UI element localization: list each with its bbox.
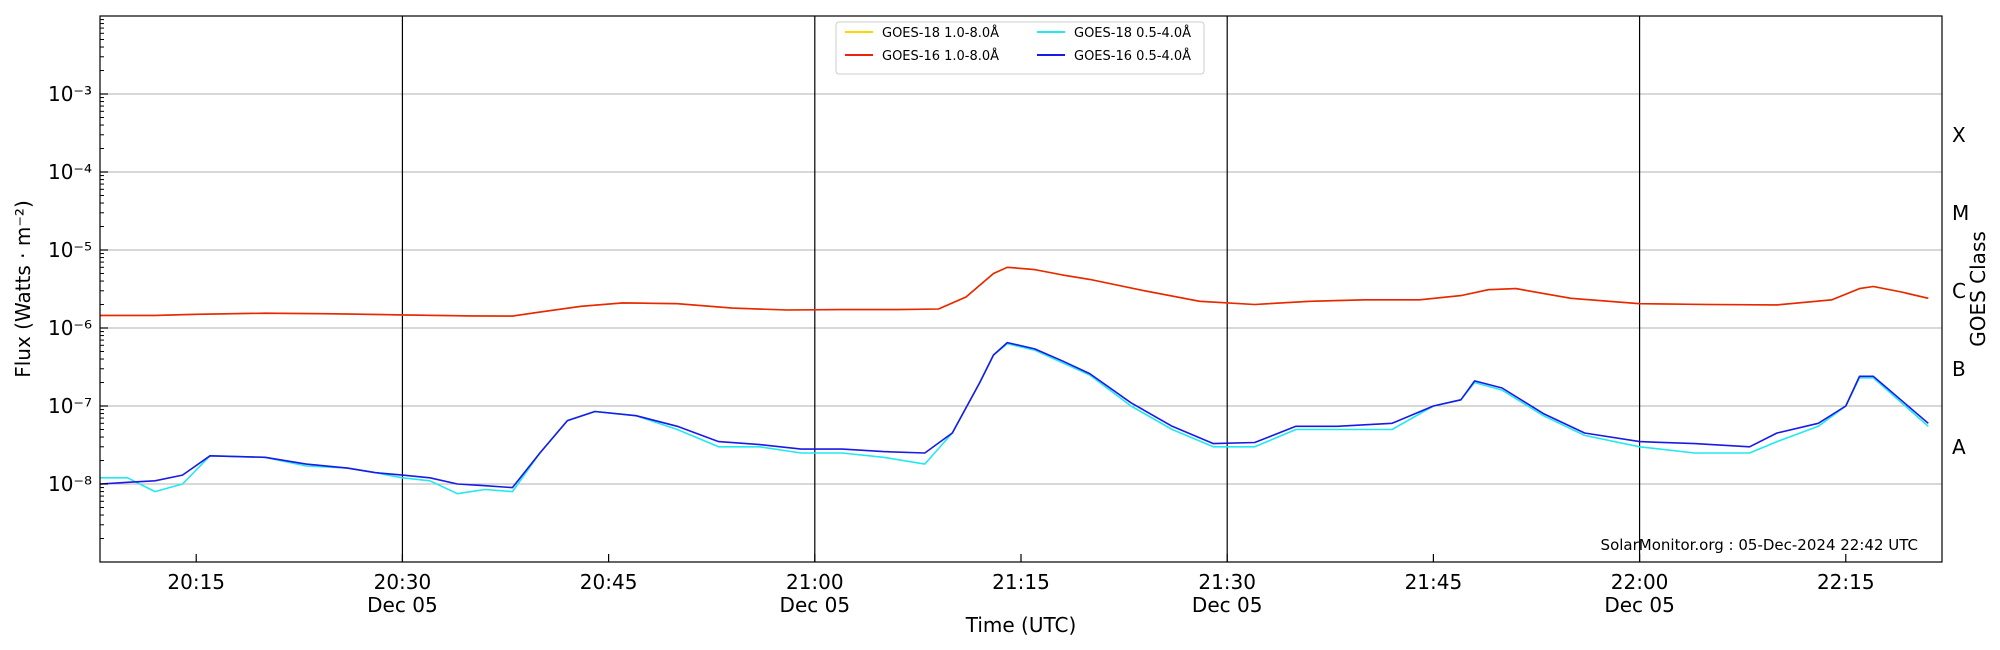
legend-label-2: GOES-18 0.5-4.0Å xyxy=(1074,25,1191,41)
y-tick-label: 10⁻⁶ xyxy=(48,316,92,340)
goes-class-A: A xyxy=(1952,435,1966,459)
series-line-1 xyxy=(100,266,1929,317)
y-tick-label: 10⁻⁴ xyxy=(48,160,92,184)
legend-label-1: GOES-16 1.0-8.0Å xyxy=(882,48,999,64)
series-line-0 xyxy=(100,266,1929,317)
x-tick-label: 20:30 xyxy=(374,570,432,594)
series-line-3 xyxy=(99,341,1929,489)
x-tick-label: 21:45 xyxy=(1405,570,1463,594)
legend-items: GOES-18 1.0-8.0Å GOES-16 1.0-8.0Å GOES-18 … xyxy=(845,25,1191,64)
goes-class-C: C xyxy=(1952,279,1966,303)
legend-box xyxy=(835,21,1205,75)
y-tick-label: 10⁻³ xyxy=(48,82,92,106)
x-tick-date-label: Dec 05 xyxy=(1192,593,1263,617)
x-axis-label: Time (UTC) xyxy=(965,613,1077,637)
x-tick-date-label: Dec 05 xyxy=(780,593,851,617)
source-annotation: SolarMonitor.org : 05-Dec-2024 22:42 UTC xyxy=(1601,536,1918,554)
x-tick-label: 20:15 xyxy=(167,570,225,594)
x-tick-label: 21:30 xyxy=(1198,570,1256,594)
legend-label-3: GOES-16 0.5-4.0Å xyxy=(1074,48,1191,64)
x-tick-label: 22:00 xyxy=(1611,570,1669,594)
x-tick-label: 21:15 xyxy=(992,570,1050,594)
goes-class-M: M xyxy=(1952,201,1969,225)
series-layer xyxy=(99,266,1929,495)
x-tick-date-label: Dec 05 xyxy=(367,593,438,617)
x-tick-label: 22:15 xyxy=(1817,570,1875,594)
goes-class-labels: A B C M X xyxy=(1952,123,1969,459)
y-tick-label: 10⁻⁷ xyxy=(48,394,92,418)
x-tick-date-label: Dec 05 xyxy=(1604,593,1675,617)
goes-class-B: B xyxy=(1952,357,1966,381)
y-tick-label: 10⁻⁵ xyxy=(48,238,92,262)
series-line-2 xyxy=(100,342,1929,495)
legend-label-0: GOES-18 1.0-8.0Å xyxy=(882,25,999,41)
grid-layer xyxy=(100,93,1942,485)
y-axis-label: Flux (Watts · m⁻²) xyxy=(11,200,35,378)
right-axis-label: GOES Class xyxy=(1966,231,1990,347)
y-axis-ticks: 10⁻⁸ 10⁻⁷ 10⁻⁶ 10⁻⁵ 10⁻⁴ 10⁻³ xyxy=(48,19,108,540)
x-tick-label: 21:00 xyxy=(786,570,844,594)
goes-class-X: X xyxy=(1952,123,1966,147)
plot-frame xyxy=(99,15,1943,563)
day-marker-lines xyxy=(401,16,1641,562)
legend: GOES-18 1.0-8.0Å GOES-16 1.0-8.0Å GOES-18 … xyxy=(835,21,1205,75)
x-tick-label: 20:45 xyxy=(580,570,638,594)
y-tick-label: 10⁻⁸ xyxy=(48,472,92,496)
